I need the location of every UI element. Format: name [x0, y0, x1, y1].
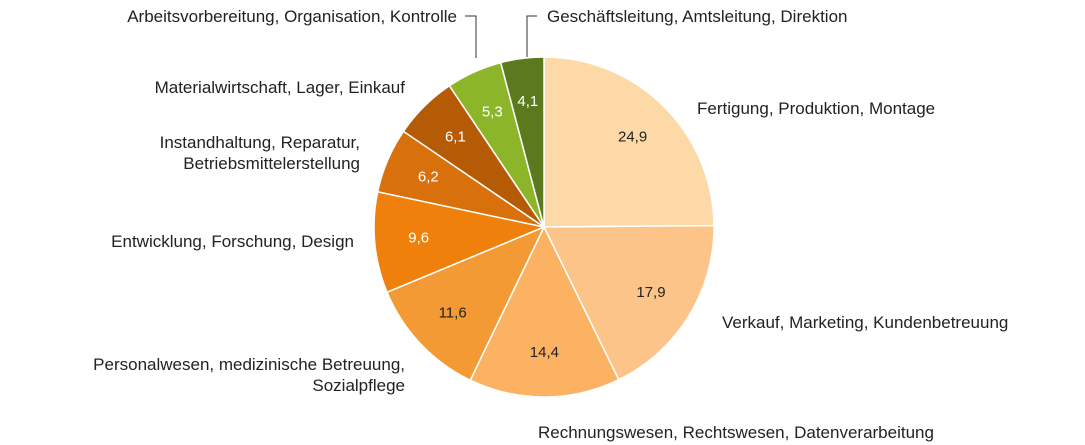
- value-label: 4,1: [517, 93, 538, 110]
- value-label: 14,4: [530, 344, 559, 361]
- slice-label: Arbeitsvorbereitung, Organisation, Kontr…: [127, 7, 457, 26]
- pie-slice: [373, 190, 547, 294]
- pie-slice: [469, 225, 620, 398]
- pie-slice: [543, 56, 715, 228]
- value-label: 6,1: [445, 129, 466, 146]
- slice-label: Materialwirtschaft, Lager, Einkauf: [154, 78, 405, 97]
- leader-line: [526, 15, 537, 57]
- slice-label: Verkauf, Marketing, Kundenbetreuung: [722, 313, 1009, 332]
- slice-label: Instandhaltung, Reparatur, Betriebsmitte…: [159, 133, 360, 173]
- value-label: 17,9: [636, 284, 665, 301]
- slice-label: Entwicklung, Forschung, Design: [111, 232, 354, 251]
- pie-slice: [499, 56, 545, 228]
- slice-label: Fertigung, Produktion, Montage: [697, 99, 936, 118]
- slice-label: Rechnungswesen, Rechtswesen, Datenverarb…: [538, 423, 934, 442]
- slice-label: Personalwesen, medizinische Betreuung, S…: [93, 355, 405, 395]
- value-label: 6,2: [418, 169, 439, 186]
- slice-label: Geschäftsleitung, Amtsleitung, Direktion: [547, 7, 848, 26]
- pie-slice: [542, 224, 715, 381]
- value-label: 5,3: [482, 103, 503, 120]
- leader-line: [465, 15, 477, 58]
- value-label: 11,6: [439, 304, 467, 321]
- value-label: 24,9: [618, 129, 647, 146]
- value-label: 9,6: [408, 230, 429, 247]
- pie-slice: [386, 225, 546, 382]
